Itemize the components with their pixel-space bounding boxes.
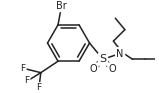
Text: O: O bbox=[90, 64, 97, 74]
Text: S: S bbox=[99, 54, 107, 64]
Text: Br: Br bbox=[55, 1, 66, 11]
Text: O: O bbox=[109, 64, 116, 74]
Text: F: F bbox=[24, 76, 29, 85]
Text: N: N bbox=[116, 49, 124, 58]
Text: F: F bbox=[20, 64, 25, 73]
Text: F: F bbox=[36, 83, 41, 92]
